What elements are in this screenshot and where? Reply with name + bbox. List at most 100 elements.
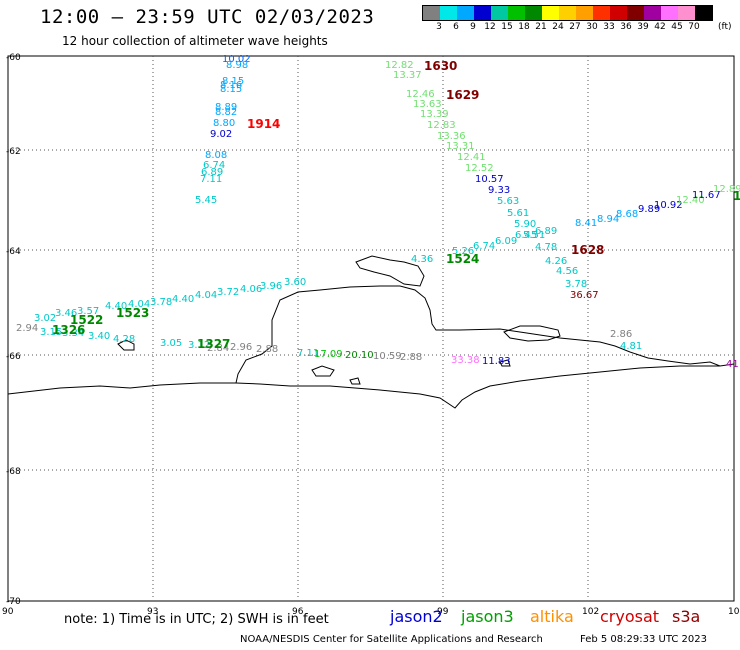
wave-height-value: 4.36 <box>411 254 433 265</box>
time-labels: 1630 1629 1914 1524 1628 1522 1523 1326 1327 1 <box>52 59 740 351</box>
wave-height-value: 13.39 <box>420 109 449 120</box>
color-scale-label: 9 <box>470 22 476 32</box>
color-scale-label: 39 <box>637 22 649 32</box>
color-scale-label: 3 <box>436 22 442 32</box>
color-swatch <box>457 6 474 20</box>
color-swatch <box>525 6 542 20</box>
wave-height-value: 20.10 <box>345 350 374 361</box>
wave-height-value: 3.15 <box>40 327 62 338</box>
color-swatch <box>440 6 457 20</box>
color-scale-label: 21 <box>535 22 547 32</box>
latitude-label: -66 <box>6 352 21 362</box>
wave-height-value: 10.92 <box>654 200 683 211</box>
wave-height-value: 10.57 <box>475 174 504 185</box>
color-scale-label: 18 <box>518 22 530 32</box>
wave-height-value: 12.46 <box>406 89 435 100</box>
wave-height-value: 3.96 <box>260 281 282 292</box>
wave-height-value: 8.68 <box>616 209 638 220</box>
island-4 <box>311 365 335 377</box>
wave-height-value: 4.06 <box>240 284 262 295</box>
wave-height-value: 4.26 <box>545 256 567 267</box>
wave-height-value: 8.80 <box>213 118 235 129</box>
wave-height-value: 9.33 <box>488 185 510 196</box>
island-2 <box>503 325 561 342</box>
legend-cryosat: cryosat <box>600 607 660 626</box>
color-swatch <box>593 6 610 20</box>
wave-height-value: 7.11 <box>200 174 222 185</box>
wave-height-value: 5.26 <box>452 246 474 257</box>
island-3 <box>117 339 135 351</box>
longitude-label: 90 <box>2 607 14 617</box>
legend-altika: altika <box>530 607 574 626</box>
wave-height-value: 8.98 <box>226 60 248 71</box>
wave-height-value: 3.72 <box>217 287 239 298</box>
color-swatch <box>644 6 661 20</box>
wave-height-value: 10.02 <box>222 54 251 65</box>
wave-height-value: 13.36 <box>437 131 466 142</box>
wave-height-value: 4.40 <box>105 301 127 312</box>
wave-height-value: 7.11 <box>297 348 319 359</box>
wave-height-value: 3.78 <box>565 279 587 290</box>
color-swatch <box>542 6 559 20</box>
wave-height-value: 4.04 <box>195 290 217 301</box>
color-scale-label: 70 <box>688 22 700 32</box>
latitude-label: -70 <box>6 597 21 607</box>
wave-height-value: 41 <box>726 359 739 370</box>
color-swatch <box>474 6 491 20</box>
color-swatch <box>678 6 695 20</box>
legend-jason2: jason2 <box>390 607 443 626</box>
color-scale-label: 33 <box>603 22 615 32</box>
wave-height-value: 13.63 <box>413 99 442 110</box>
wave-height-value: 13.31 <box>446 141 475 152</box>
footer-note: note: 1) Time is in UTC; 2) SWH is in fe… <box>64 612 329 627</box>
wave-height-value: 4.56 <box>556 266 578 277</box>
wave-height-value: 17.09 <box>314 349 343 360</box>
time-label: 1630 <box>424 59 457 73</box>
wave-height-value: 3.05 <box>160 338 182 349</box>
color-scale-unit: (ft) <box>718 22 732 32</box>
color-swatch <box>576 6 593 20</box>
wave-height-value: 6.74 <box>203 160 225 171</box>
latitude-label: -68 <box>6 467 21 477</box>
track-labels: 10.028.98 8.158.168.15 8.898.828.809.02 8.0… <box>16 54 740 370</box>
wave-height-value: 2.96 <box>230 342 252 353</box>
color-scale-label: 30 <box>586 22 598 32</box>
wave-height-value: 5.63 <box>497 196 519 207</box>
coastline <box>7 255 735 409</box>
wave-height-value: 6.89 <box>201 167 223 178</box>
time-label: 1326 <box>52 323 85 337</box>
wave-height-value: 8.41 <box>575 218 597 229</box>
wave-height-value: 8.15 <box>220 84 242 95</box>
time-label: 1 <box>733 189 740 203</box>
map-frame <box>7 55 735 602</box>
color-swatch <box>508 6 525 20</box>
wave-height-value: 8.89 <box>215 102 237 113</box>
color-scale-label: 36 <box>620 22 632 32</box>
island-6 <box>499 359 511 367</box>
wave-height-value: 9.02 <box>210 129 232 140</box>
longitude-label: 99 <box>437 607 449 617</box>
wave-height-value: 3.02 <box>34 313 56 324</box>
time-label: 1628 <box>571 243 604 257</box>
color-swatch <box>610 6 627 20</box>
latitude-label: -64 <box>6 247 21 257</box>
color-swatch <box>423 6 440 20</box>
wave-height-value: 8.15 <box>222 76 244 87</box>
wave-height-value: 6.74 <box>473 241 495 252</box>
coastline-main <box>7 285 735 395</box>
wave-height-value: 4.40 <box>172 294 194 305</box>
time-label: 1327 <box>197 337 230 351</box>
time-label: 1524 <box>446 252 479 266</box>
wave-height-value: 5.45 <box>195 195 217 206</box>
island-1 <box>355 255 425 287</box>
color-scale-label: 15 <box>501 22 513 32</box>
wave-height-value: 3.34 <box>62 328 84 339</box>
wave-height-value: 5.61 <box>507 208 529 219</box>
time-label: 1522 <box>70 313 103 327</box>
color-swatch <box>661 6 678 20</box>
wave-height-value: 3.78 <box>150 297 172 308</box>
wave-height-value: 8.82 <box>215 107 237 118</box>
color-swatch <box>627 6 644 20</box>
wave-height-value: 3.60 <box>284 277 306 288</box>
